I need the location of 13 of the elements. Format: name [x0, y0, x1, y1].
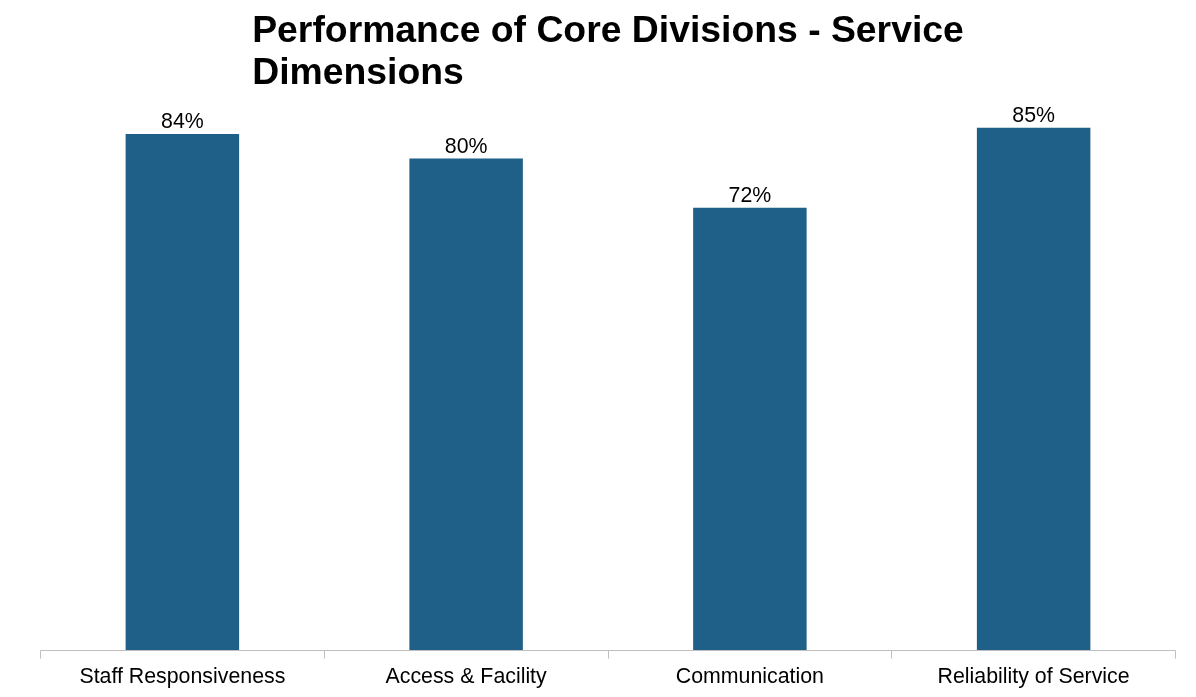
x-tick-label: Communication	[675, 663, 824, 688]
x-tick-label: Staff Responsiveness	[79, 663, 286, 688]
bar	[693, 207, 807, 651]
x-tick-label: Access & Facility	[385, 663, 548, 688]
bar	[976, 127, 1091, 651]
data-label: 85%	[1012, 102, 1055, 127]
data-label: 80%	[444, 133, 488, 158]
x-tick-label: Reliability of Service	[937, 663, 1130, 688]
bar	[409, 158, 523, 651]
data-label: 84%	[161, 109, 204, 134]
chart-title: Performance of Core Divisions - Service Dimensions	[252, 7, 964, 92]
bar	[125, 134, 240, 651]
data-label: 72%	[728, 182, 772, 207]
